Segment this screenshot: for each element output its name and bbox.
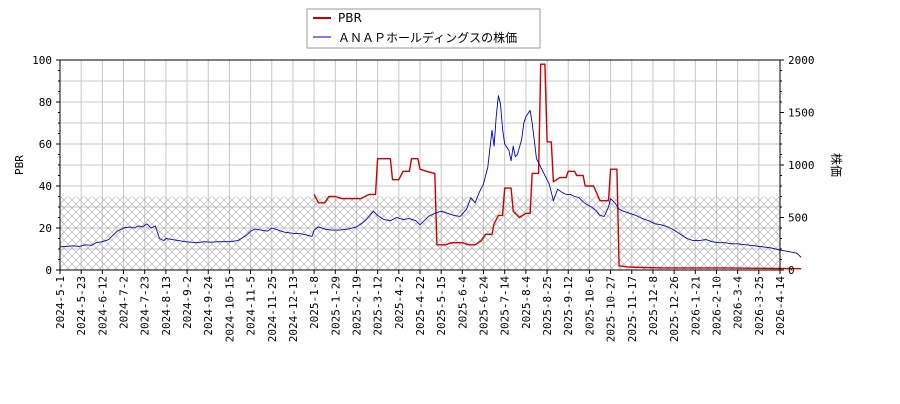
x-tick-label: 2024-8-13 [160,276,173,336]
x-tick-label: 2024-11-25 [266,276,279,342]
x-tick-label: 2024-6-12 [96,276,109,336]
x-tick-label: 2024-5-1 [54,276,67,329]
right-tick-label: 0 [788,264,795,277]
x-tick-label: 2024-10-15 [223,276,236,342]
x-tick-label: 2024-11-5 [245,276,258,336]
x-tick-label: 2024-9-24 [202,276,215,336]
left-tick-label: 20 [39,222,52,235]
x-tick-label: 2024-5-23 [75,276,88,336]
right-tick-label: 500 [788,212,808,225]
x-tick-label: 2025-4-22 [414,276,427,336]
legend: PBR ＡＮＡＰホールディングスの株価 [306,8,541,49]
x-tick-label: 2026-4-14 [774,276,787,336]
right-axis: 0 500 1000 1500 2000 [780,54,815,277]
x-tick-label: 2026-2-10 [710,276,723,336]
y-axis-label-left: PBR [13,155,26,175]
x-tick-label: 2025-12-26 [668,276,681,342]
left-tick-label: 40 [39,180,52,193]
series-line-pbr [313,63,802,270]
x-tick-label: 2025-6-4 [456,276,469,329]
x-tick-label: 2025-1-29 [329,276,342,336]
x-tick-label: 2025-12-8 [647,276,660,336]
x-tick-label: 2025-2-19 [350,276,363,336]
x-tick-label: 2025-10-27 [605,276,618,342]
x-tick-label: 2026-1-21 [689,276,702,336]
x-tick-label: 2025-4-2 [393,276,406,329]
left-tick-label: 60 [39,138,52,151]
y-axis-label-right: 株価 [829,153,844,177]
series-line-price [59,95,802,258]
legend-label-pbr: PBR [338,11,362,25]
hatched-band [60,196,780,270]
right-tick-label: 1500 [788,107,815,120]
x-tick-label: 2025-11-17 [626,276,639,342]
legend-label-price: ＡＮＡＰホールディングスの株価 [338,30,517,45]
x-axis: 2024-5-1 2024-5-23 2024-6-12 2024-7-2 2024-7… [54,270,787,342]
x-tick-label: 2025-5-15 [435,276,448,336]
x-tick-label: 2025-1-8 [308,276,321,329]
left-tick-label: 80 [39,96,52,109]
right-tick-label: 2000 [788,54,815,67]
legend-box [306,8,541,49]
x-tick-label: 2025-10-6 [583,276,596,336]
x-tick-label: 2025-8-4 [520,276,533,329]
x-tick-label: 2026-3-25 [753,276,766,336]
series-layer [59,63,802,270]
x-tick-label: 2024-12-13 [287,276,300,342]
x-tick-label: 2026-3-4 [732,276,745,329]
left-tick-label: 100 [32,54,52,67]
x-tick-label: 2025-3-12 [372,276,385,336]
right-tick-label: 1000 [788,159,815,172]
x-tick-label: 2025-6-24 [478,276,491,336]
x-tick-label: 2024-7-23 [139,276,152,336]
x-tick-label: 2025-7-14 [499,276,512,336]
x-tick-label: 2025-9-12 [562,276,575,336]
left-tick-label: 0 [45,264,52,277]
x-tick-label: 2024-9-2 [181,276,194,329]
x-tick-label: 2025-8-25 [541,276,554,336]
x-tick-label: 2024-7-2 [118,276,131,329]
left-axis: 0 20 40 60 80 100 [32,54,60,277]
